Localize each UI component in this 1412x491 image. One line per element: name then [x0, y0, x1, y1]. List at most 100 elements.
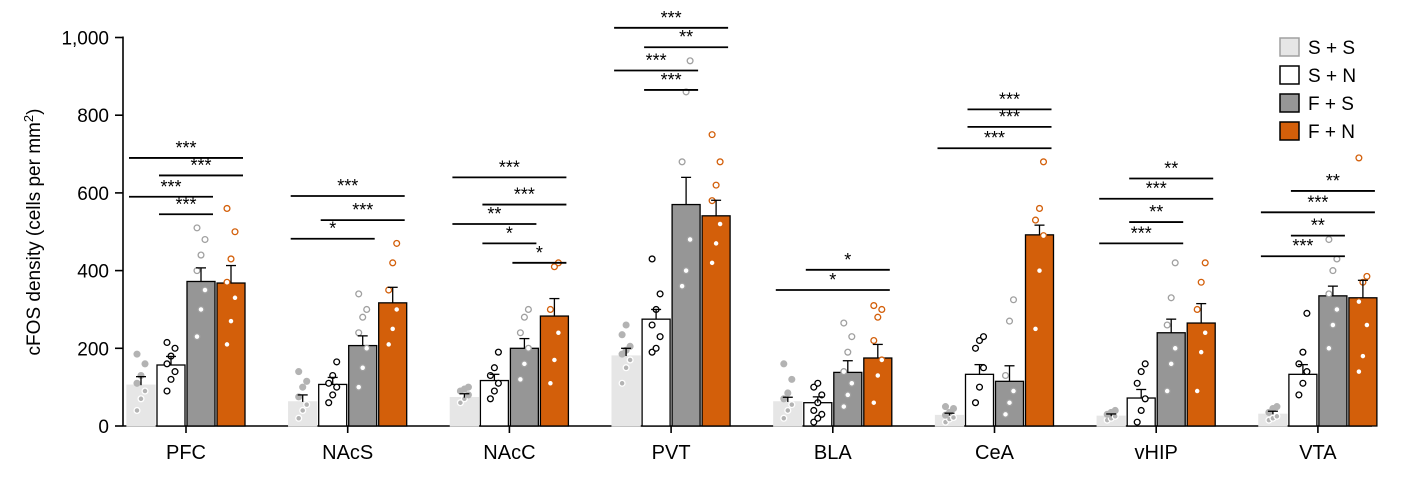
data-point — [329, 391, 337, 399]
data-point — [784, 406, 792, 415]
significance-label: ** — [1311, 216, 1325, 236]
data-point — [1039, 232, 1048, 240]
data-point — [1329, 321, 1337, 329]
bar — [1186, 322, 1216, 427]
data-point — [1325, 344, 1333, 352]
significance-label: ** — [679, 27, 693, 47]
data-point — [618, 379, 626, 387]
data-point — [1137, 368, 1145, 376]
data-point — [1363, 272, 1371, 280]
data-point — [133, 350, 141, 358]
bar — [156, 364, 186, 427]
data-point — [1273, 403, 1281, 411]
bar — [1348, 297, 1378, 427]
bar — [126, 384, 156, 427]
bar — [863, 357, 893, 427]
data-point — [1201, 259, 1209, 267]
data-point — [299, 406, 307, 415]
data-point — [1141, 395, 1149, 403]
data-point — [546, 305, 554, 314]
data-point — [1273, 412, 1281, 420]
data-point — [971, 344, 980, 352]
data-point — [141, 387, 149, 395]
data-point — [163, 360, 171, 368]
significance-label: *** — [1292, 236, 1313, 256]
data-point — [223, 278, 231, 286]
significance-label: * — [506, 223, 513, 243]
data-point — [295, 368, 303, 376]
data-point — [359, 313, 367, 321]
data-point — [626, 356, 634, 364]
data-point — [622, 364, 630, 372]
data-point — [389, 259, 397, 267]
data-point — [788, 401, 796, 409]
bar — [1024, 234, 1055, 427]
data-point — [524, 305, 532, 314]
data-point — [1325, 290, 1333, 298]
legend-swatch — [1279, 121, 1300, 141]
data-point — [516, 375, 524, 383]
data-point — [197, 305, 205, 314]
legend: S + S S + N F + S F + N — [1279, 37, 1356, 143]
data-point — [494, 379, 502, 387]
data-point — [1299, 348, 1307, 356]
bar — [539, 315, 570, 427]
legend-label: S + N — [1308, 66, 1356, 87]
significance-label: *** — [352, 200, 373, 220]
data-point — [979, 333, 988, 341]
data-point — [814, 379, 822, 387]
data-point — [333, 383, 341, 391]
significance-brackets: ****************************************… — [129, 8, 1375, 291]
x-tick-label: vHIP — [1135, 442, 1178, 464]
data-point — [1329, 267, 1337, 275]
data-point — [1363, 321, 1371, 329]
data-point — [1359, 352, 1367, 360]
data-point — [682, 267, 690, 275]
y-tick-label: 800 — [77, 106, 109, 127]
data-point — [840, 319, 848, 327]
data-point — [231, 228, 239, 236]
significance-label: *** — [999, 107, 1020, 127]
data-point — [546, 379, 554, 387]
data-point — [652, 344, 660, 352]
data-point — [840, 403, 848, 411]
bars — [126, 203, 1378, 427]
x-tick-label: NAcS — [322, 442, 373, 464]
data-point — [393, 305, 401, 314]
data-point — [1035, 204, 1044, 212]
data-point — [810, 406, 818, 415]
data-point — [1031, 325, 1040, 333]
data-point — [1333, 305, 1341, 314]
data-point — [979, 364, 988, 372]
significance-label: * — [536, 243, 543, 263]
data-point — [1001, 410, 1010, 418]
bar — [509, 347, 540, 427]
data-point — [618, 331, 626, 339]
y-tick-label: 1,000 — [61, 29, 109, 50]
data-point — [1355, 154, 1363, 162]
data-point — [325, 379, 333, 387]
data-point — [325, 399, 333, 407]
data-point — [941, 403, 950, 411]
data-point — [848, 333, 856, 341]
y-tick-label: 400 — [77, 262, 109, 283]
data-point — [844, 348, 852, 356]
data-point — [870, 302, 878, 310]
data-point — [784, 389, 792, 397]
bar — [671, 203, 701, 427]
data-point — [231, 294, 239, 302]
x-tick-label: PVT — [652, 442, 691, 464]
data-point — [167, 375, 175, 383]
data-point — [520, 360, 528, 368]
data-point — [1325, 235, 1333, 244]
data-point — [494, 348, 502, 356]
x-tick-label: VTA — [1299, 442, 1337, 464]
data-point — [780, 360, 788, 368]
bar — [378, 302, 408, 427]
legend-label: S + S — [1308, 38, 1355, 59]
data-point — [975, 383, 984, 391]
data-point — [303, 377, 311, 385]
bar — [348, 344, 378, 427]
significance-label: ** — [1164, 159, 1178, 179]
data-point — [878, 356, 886, 364]
